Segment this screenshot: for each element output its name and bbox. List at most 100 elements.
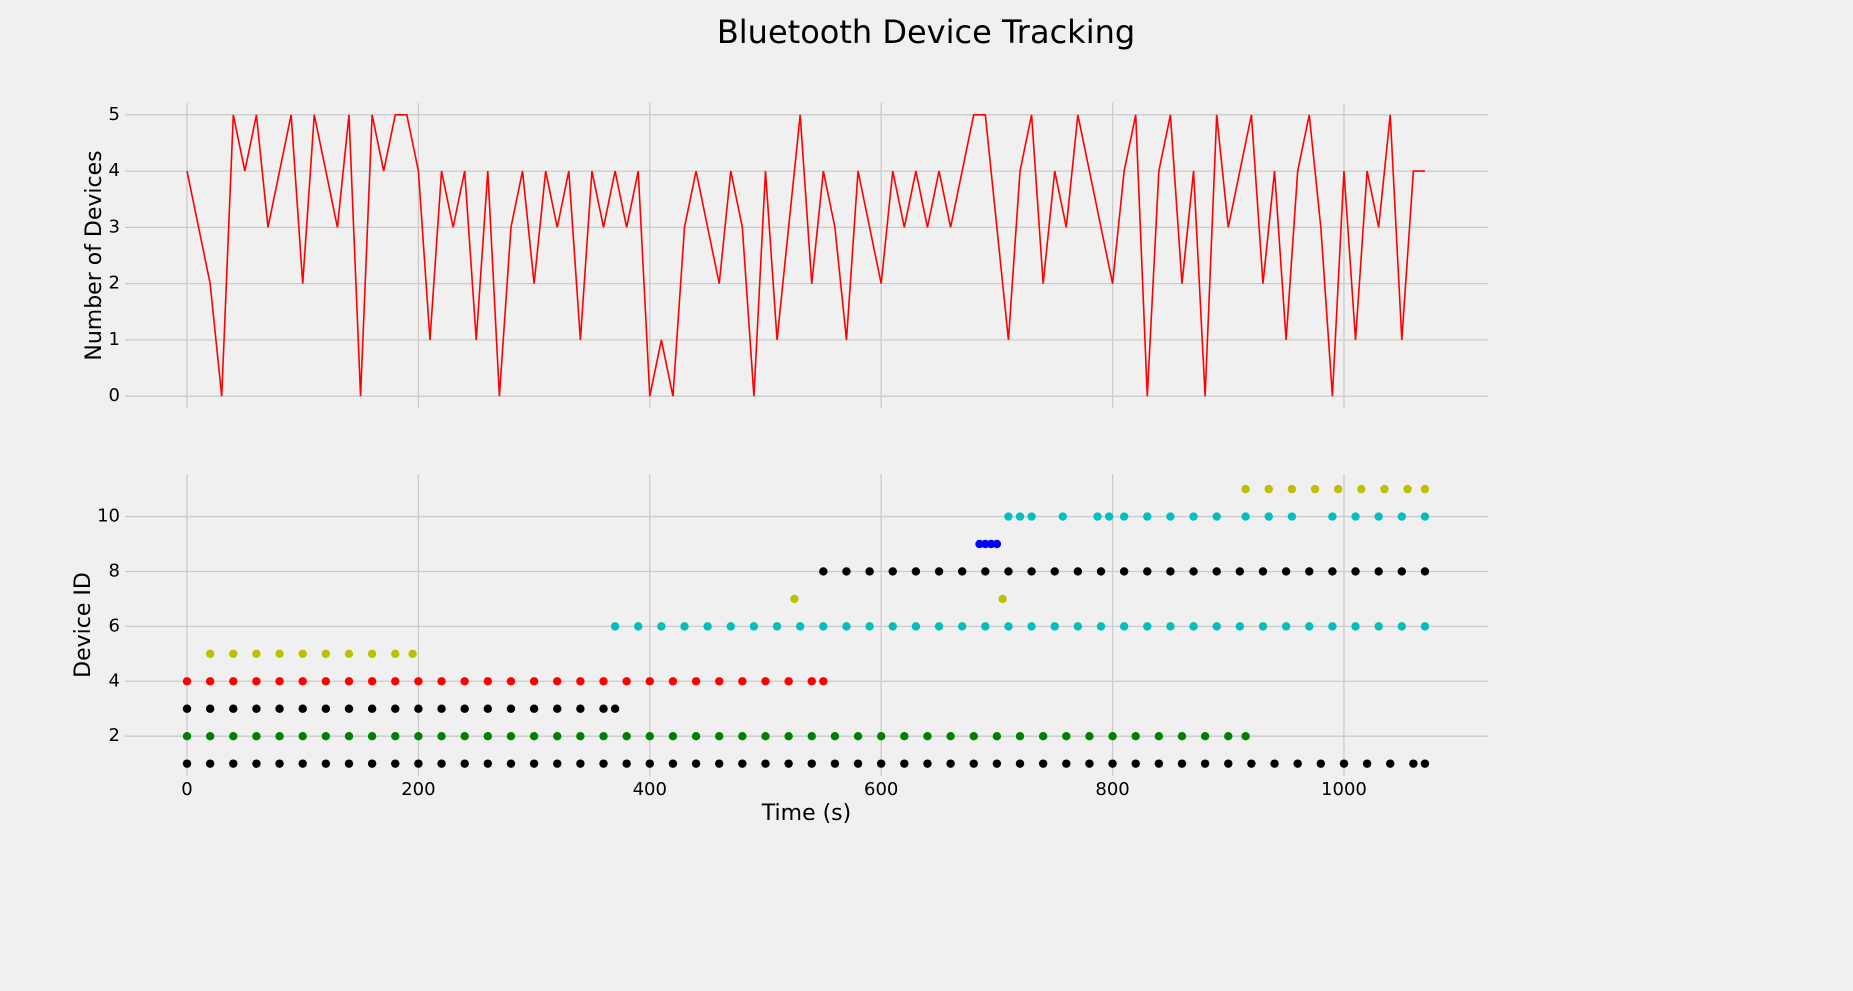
data-point bbox=[1328, 622, 1337, 631]
data-point bbox=[205, 704, 215, 713]
y-axis-label: Number of Devices bbox=[82, 150, 107, 360]
data-point bbox=[1357, 484, 1366, 494]
data-point bbox=[298, 704, 307, 713]
data-point bbox=[1166, 567, 1175, 576]
data-point bbox=[969, 759, 978, 768]
data-point bbox=[1224, 731, 1233, 741]
data-point bbox=[298, 731, 307, 741]
data-point bbox=[460, 677, 469, 686]
data-point bbox=[460, 759, 469, 768]
data-point bbox=[1409, 759, 1418, 768]
data-point bbox=[205, 731, 215, 741]
data-point bbox=[321, 649, 331, 659]
data-point bbox=[1050, 622, 1059, 631]
data-point bbox=[1062, 731, 1071, 741]
data-point bbox=[529, 759, 539, 768]
data-point bbox=[1085, 731, 1094, 741]
data-point bbox=[599, 704, 608, 713]
data-point bbox=[819, 567, 828, 576]
data-point bbox=[738, 759, 747, 768]
data-point bbox=[622, 677, 631, 686]
data-point bbox=[738, 731, 747, 741]
data-point bbox=[1108, 731, 1117, 741]
data-point bbox=[853, 759, 863, 768]
data-point bbox=[1189, 622, 1198, 631]
data-point bbox=[784, 677, 793, 686]
data-point bbox=[1177, 759, 1187, 768]
data-point bbox=[1038, 731, 1048, 741]
data-point bbox=[1293, 759, 1302, 768]
data-point bbox=[344, 704, 354, 713]
data-point bbox=[657, 622, 666, 631]
data-point bbox=[1004, 622, 1013, 631]
data-point bbox=[367, 704, 377, 713]
data-point bbox=[992, 539, 1002, 549]
data-point bbox=[229, 649, 238, 659]
data-point bbox=[981, 622, 990, 631]
data-point bbox=[634, 622, 643, 631]
data-point bbox=[506, 704, 516, 713]
data-point bbox=[1027, 512, 1036, 521]
data-point bbox=[321, 759, 331, 768]
data-point bbox=[911, 567, 921, 576]
data-point bbox=[367, 677, 377, 686]
data-point bbox=[795, 622, 805, 631]
data-point bbox=[1119, 512, 1129, 521]
data-point bbox=[275, 677, 284, 686]
data-point bbox=[506, 677, 516, 686]
data-point bbox=[853, 731, 863, 741]
data-point bbox=[1397, 512, 1407, 521]
data-point bbox=[1104, 512, 1114, 521]
data-point bbox=[1397, 622, 1407, 631]
data-point bbox=[1004, 567, 1013, 576]
data-point bbox=[1420, 622, 1430, 631]
data-point bbox=[1027, 622, 1036, 631]
data-point bbox=[807, 731, 816, 741]
data-point bbox=[205, 759, 215, 768]
data-point bbox=[946, 731, 955, 741]
data-point bbox=[1351, 567, 1360, 576]
data-point bbox=[819, 677, 828, 686]
data-point bbox=[691, 677, 701, 686]
data-point bbox=[460, 704, 469, 713]
data-point bbox=[483, 759, 493, 768]
data-point bbox=[865, 622, 874, 631]
data-point bbox=[275, 704, 284, 713]
data-point bbox=[229, 731, 238, 741]
data-point bbox=[298, 759, 307, 768]
data-point bbox=[414, 677, 423, 686]
x-tick-label: 800 bbox=[1095, 779, 1129, 800]
data-point bbox=[321, 731, 331, 741]
data-point bbox=[1004, 512, 1013, 521]
y-axis-label: Device ID bbox=[71, 572, 96, 678]
data-point bbox=[1397, 567, 1407, 576]
data-point bbox=[367, 731, 377, 741]
data-point bbox=[1119, 567, 1129, 576]
data-point bbox=[437, 704, 446, 713]
data-point bbox=[205, 677, 215, 686]
data-point bbox=[1177, 731, 1187, 741]
data-point bbox=[1108, 759, 1117, 768]
data-point bbox=[761, 759, 770, 768]
data-point bbox=[981, 567, 990, 576]
data-point bbox=[529, 731, 539, 741]
data-point bbox=[1386, 759, 1395, 768]
y-tick-label: 4 bbox=[109, 670, 120, 691]
data-point bbox=[1241, 484, 1250, 494]
data-point bbox=[819, 622, 828, 631]
data-point bbox=[957, 622, 967, 631]
data-point bbox=[1241, 731, 1250, 741]
data-point bbox=[1380, 484, 1389, 494]
data-point bbox=[900, 731, 909, 741]
x-tick-label: 0 bbox=[181, 779, 192, 800]
data-point bbox=[414, 704, 423, 713]
data-point bbox=[784, 759, 793, 768]
data-point bbox=[1073, 622, 1083, 631]
y-tick-label: 4 bbox=[109, 160, 120, 181]
data-point bbox=[911, 622, 921, 631]
data-point bbox=[1058, 512, 1068, 521]
data-point bbox=[437, 677, 446, 686]
data-point bbox=[645, 759, 654, 768]
data-point bbox=[1143, 622, 1152, 631]
data-point bbox=[830, 759, 840, 768]
